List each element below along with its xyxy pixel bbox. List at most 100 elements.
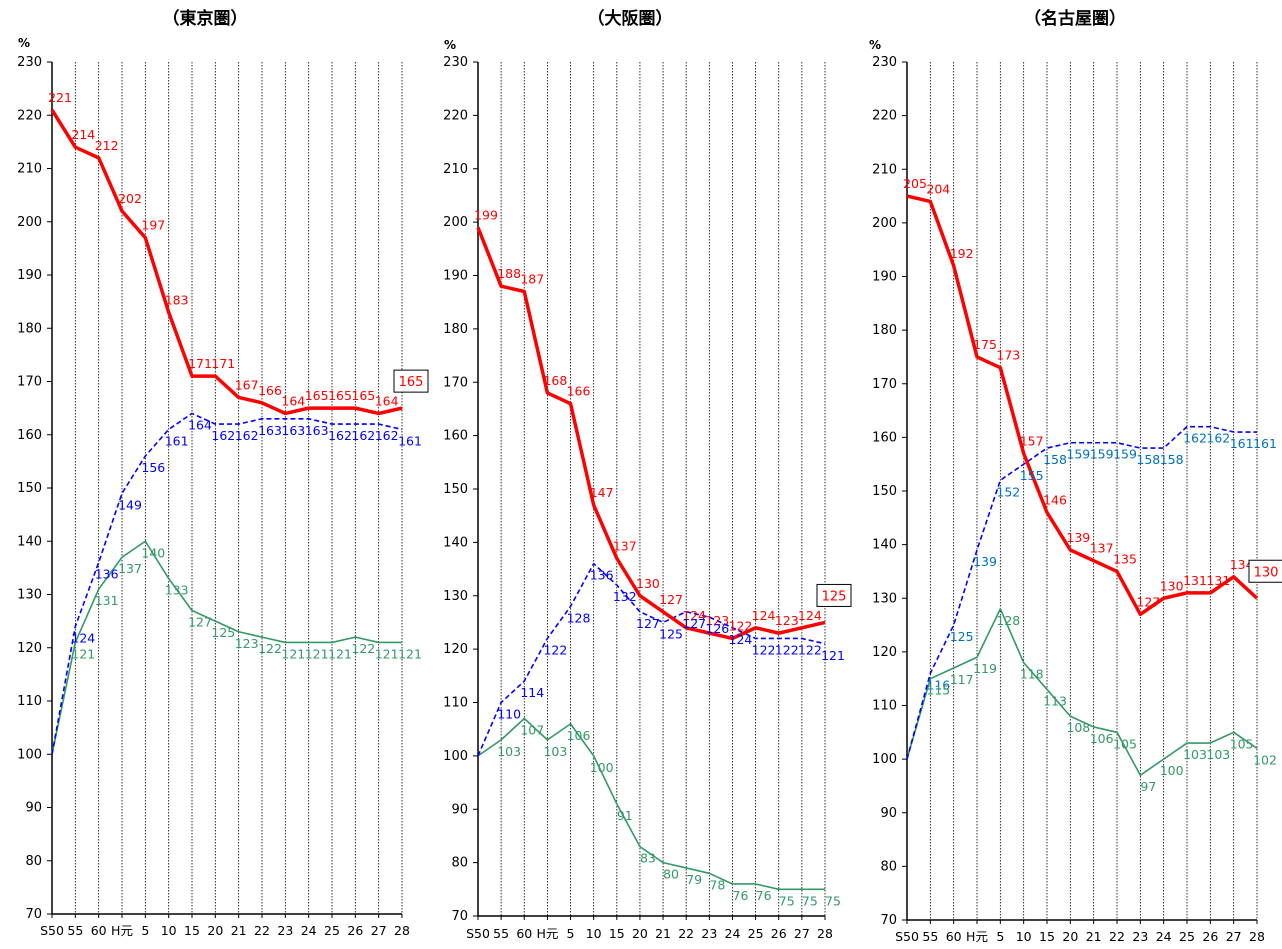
data-label-green: 115 — [926, 683, 950, 698]
data-label-red: 171 — [188, 356, 212, 371]
data-label-red: 171 — [211, 356, 235, 371]
data-label-green: 105 — [1113, 736, 1137, 751]
y-tick-label: 100 — [443, 749, 468, 764]
series-line-blue — [477, 562, 826, 757]
data-label-blue: 164 — [188, 417, 212, 432]
data-label-blue: 162 — [328, 428, 352, 443]
x-tick-label: 60 — [91, 923, 107, 938]
callout-value: 165 — [399, 375, 424, 390]
data-label-blue: 122 — [752, 642, 776, 657]
data-label-green: 125 — [211, 625, 235, 640]
x-tick-label: 20 — [1062, 929, 1078, 944]
x-tick-label: S50 — [895, 929, 919, 944]
data-label-green: 121 — [305, 646, 329, 661]
series-line-green — [906, 608, 1258, 777]
data-label-green: 128 — [996, 613, 1020, 628]
series-line-blue — [51, 412, 403, 755]
data-label-blue: 132 — [613, 589, 637, 604]
callout-value: 125 — [822, 589, 847, 604]
data-label-green: 103 — [1206, 747, 1230, 762]
data-label-green: 75 — [802, 893, 818, 908]
data-label-red: 124 — [682, 608, 706, 623]
data-label-green: 76 — [756, 888, 772, 903]
y-tick-label: 160 — [17, 428, 42, 443]
data-label-blue: 139 — [973, 554, 997, 569]
x-tick-label: 10 — [161, 923, 177, 938]
y-tick-label: 90 — [451, 802, 468, 817]
data-label-green: 137 — [118, 561, 142, 576]
y-tick-label: 170 — [872, 377, 897, 392]
series-line-green — [51, 540, 402, 755]
y-tick-label: 120 — [443, 642, 468, 657]
data-label-blue: 127 — [636, 616, 660, 631]
series-line-green — [477, 717, 825, 891]
data-label-red: 173 — [996, 348, 1020, 363]
data-label-green: 121 — [328, 646, 352, 661]
data-label-blue: 162 — [235, 428, 259, 443]
x-tick-label: 27 — [371, 923, 387, 938]
y-tick-label: 230 — [872, 55, 897, 70]
data-label-green: 75 — [825, 893, 841, 908]
series-line-red — [906, 194, 1259, 617]
y-tick-label: 200 — [872, 216, 897, 231]
y-tick-label: 230 — [17, 55, 42, 70]
y-tick-label: 110 — [443, 696, 468, 711]
data-label-blue: 161 — [165, 433, 189, 448]
data-label-blue: 162 — [351, 428, 375, 443]
data-label-red: 166 — [567, 384, 591, 399]
data-label-red: 131 — [1206, 573, 1230, 588]
data-label-green: 108 — [1066, 720, 1090, 735]
data-label-green: 83 — [640, 851, 656, 866]
y-tick-label: 200 — [17, 215, 42, 230]
data-label-red: 165 — [305, 388, 329, 403]
y-tick-label: 170 — [17, 375, 42, 390]
x-tick-label: 60 — [946, 929, 962, 944]
data-label-red: 134 — [1230, 557, 1254, 572]
data-label-blue: 122 — [775, 642, 799, 657]
x-tick-label: 26 — [347, 923, 363, 938]
x-tick-label: S50 — [466, 926, 490, 941]
data-label-green: 113 — [1043, 693, 1067, 708]
data-label-red: 183 — [165, 292, 189, 307]
y-tick-label: 100 — [17, 747, 42, 762]
data-label-blue: 116 — [926, 677, 950, 692]
y-tick-label: 140 — [17, 534, 42, 549]
y-tick-label: 100 — [872, 752, 897, 767]
y-tick-label: 220 — [443, 108, 468, 123]
x-tick-label: 23 — [1132, 929, 1148, 944]
data-label-red: 124 — [798, 608, 822, 623]
x-tick-label: 5 — [567, 926, 575, 941]
data-label-blue: 163 — [305, 423, 329, 438]
data-label-green: 78 — [709, 877, 725, 892]
x-tick-label: 15 — [609, 926, 625, 941]
x-tick-label: H元 — [536, 926, 558, 941]
callout-box — [816, 583, 852, 607]
y-tick-label: 90 — [25, 801, 42, 816]
y-tick-label: 200 — [443, 215, 468, 230]
x-tick-label: 22 — [1109, 929, 1125, 944]
y-tick-label: 80 — [451, 856, 468, 871]
chart-title-osaka: （大阪圏） — [587, 9, 673, 29]
data-label-blue: 125 — [950, 629, 974, 644]
x-tick-label: 25 — [748, 926, 764, 941]
data-label-blue: 122 — [543, 642, 567, 657]
data-label-green: 133 — [165, 583, 189, 598]
data-label-blue: 124 — [71, 630, 95, 645]
y-tick-label: 190 — [443, 269, 468, 284]
data-label-green: 91 — [617, 808, 633, 823]
data-label-blue: 128 — [567, 610, 591, 625]
y-tick-label: 120 — [872, 645, 897, 660]
data-label-blue: 161 — [1253, 436, 1277, 451]
y-tick-label: 230 — [443, 55, 468, 70]
data-label-green: 103 — [543, 744, 567, 759]
data-label-blue: 159 — [1090, 447, 1114, 462]
data-label-green: 121 — [375, 646, 399, 661]
data-label-red: 164 — [375, 393, 399, 408]
data-label-blue: 156 — [141, 460, 165, 475]
y-tick-label: 70 — [880, 913, 897, 928]
y-tick-label: 150 — [443, 482, 468, 497]
x-tick-label: 15 — [184, 923, 200, 938]
data-label-red: 137 — [1090, 541, 1114, 556]
data-label-red: 166 — [258, 383, 282, 398]
data-label-red: 175 — [973, 337, 997, 352]
